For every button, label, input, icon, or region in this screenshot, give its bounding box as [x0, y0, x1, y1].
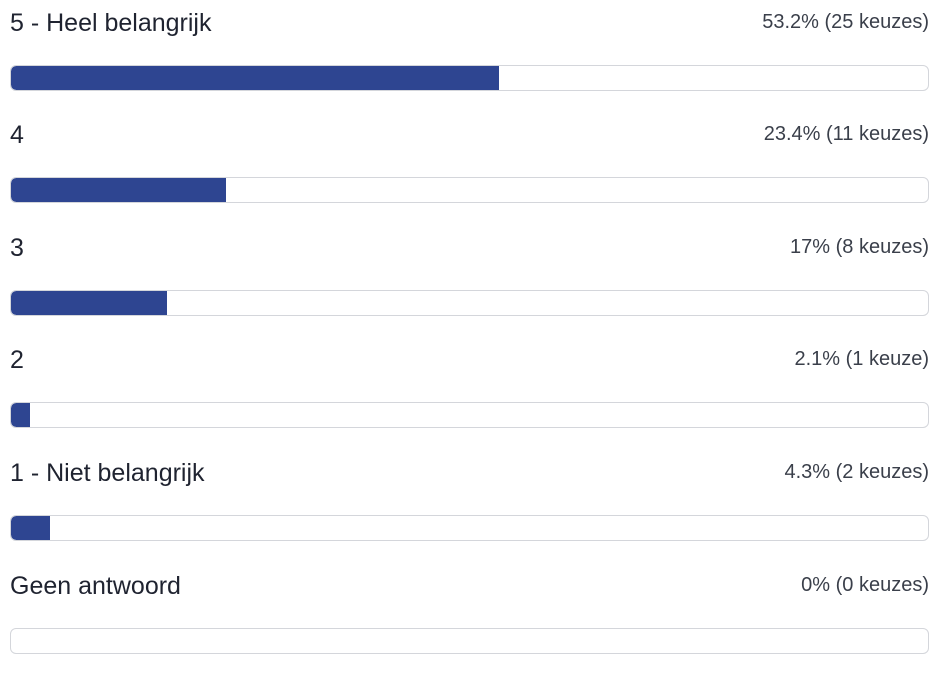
option-label: 1 - Niet belangrijk [10, 459, 205, 487]
bar-fill [11, 403, 31, 427]
option-label: 3 [10, 234, 24, 262]
option-label: 2 [10, 346, 24, 374]
bar-track [10, 515, 929, 541]
bar-track [10, 177, 929, 203]
result-row: 3 17% (8 keuzes) [10, 225, 931, 335]
result-row: Geen antwoord 0% (0 keuzes) [10, 563, 931, 673]
option-stat: 2.1% (1 keuze) [794, 348, 929, 370]
bar-fill [11, 178, 226, 202]
row-header: 1 - Niet belangrijk 4.3% (2 keuzes) [10, 450, 931, 494]
option-stat: 17% (8 keuzes) [790, 236, 929, 258]
bar-track [10, 402, 929, 428]
option-stat: 23.4% (11 keuzes) [763, 123, 929, 145]
bar-fill [11, 516, 51, 540]
row-header: Geen antwoord 0% (0 keuzes) [10, 563, 931, 607]
row-header: 5 - Heel belangrijk 53.2% (25 keuzes) [10, 0, 931, 44]
bar-fill [11, 66, 499, 90]
option-label: Geen antwoord [10, 572, 181, 600]
row-header: 4 23.4% (11 keuzes) [10, 112, 931, 156]
bar-fill [11, 291, 167, 315]
row-header: 3 17% (8 keuzes) [10, 225, 931, 269]
result-row: 2 2.1% (1 keuze) [10, 337, 931, 447]
option-stat: 4.3% (2 keuzes) [784, 461, 929, 483]
bar-track [10, 628, 929, 654]
result-row: 5 - Heel belangrijk 53.2% (25 keuzes) [10, 0, 931, 110]
option-stat: 0% (0 keuzes) [801, 574, 929, 596]
bar-track [10, 290, 929, 316]
poll-results-chart: 5 - Heel belangrijk 53.2% (25 keuzes) 4 … [10, 0, 931, 654]
option-label: 4 [10, 121, 24, 149]
bar-track [10, 65, 929, 91]
option-label: 5 - Heel belangrijk [10, 9, 212, 37]
option-stat: 53.2% (25 keuzes) [762, 11, 929, 33]
result-row: 4 23.4% (11 keuzes) [10, 112, 931, 222]
result-row: 1 - Niet belangrijk 4.3% (2 keuzes) [10, 450, 931, 560]
row-header: 2 2.1% (1 keuze) [10, 337, 931, 381]
